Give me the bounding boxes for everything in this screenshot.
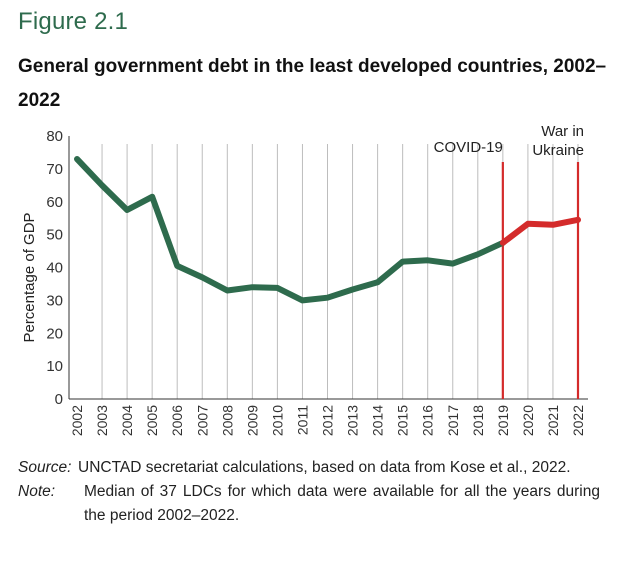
debt-line-post-covid	[499, 216, 581, 246]
x-tick-label-2003: 2003	[94, 405, 110, 436]
note: Note: Median of 37 LDCs for which data w…	[18, 480, 600, 528]
x-tick-label-2004: 2004	[119, 405, 135, 436]
x-tick-label-2014: 2014	[370, 405, 386, 436]
x-tick-label-2010: 2010	[269, 405, 285, 436]
covid-label: COVID-19	[434, 139, 503, 156]
debt-line-pre-covid	[74, 156, 506, 304]
y-axis-label: Percentage of GDP	[21, 212, 38, 342]
x-tick-label-2006: 2006	[169, 405, 185, 436]
x-tick-label-2011: 2011	[294, 405, 310, 435]
y-tick-label-40: 40	[46, 260, 63, 277]
x-tick-label-2009: 2009	[244, 405, 260, 436]
source-text: UNCTAD secretariat calculations, based o…	[78, 459, 571, 476]
x-tick-label-2007: 2007	[194, 405, 210, 436]
y-tick-label-70: 70	[46, 161, 63, 178]
x-tick-label-2019: 2019	[495, 405, 511, 436]
x-tick-label-2017: 2017	[445, 405, 461, 436]
y-tick-label-50: 50	[46, 227, 63, 244]
ukraine-label-line1: War in	[541, 123, 584, 140]
x-tick-label-2005: 2005	[144, 405, 160, 436]
figure-title: General government debt in the least dev…	[18, 56, 607, 111]
source-note: Source: UNCTAD secretariat calculations,…	[18, 456, 600, 480]
y-tick-label-10: 10	[46, 358, 63, 375]
x-tick-label-2008: 2008	[219, 405, 235, 436]
y-tick-label-0: 0	[55, 391, 63, 408]
y-tick-label-20: 20	[46, 325, 63, 342]
x-tick-label-2002: 2002	[69, 405, 85, 436]
y-tick-label-60: 60	[46, 194, 63, 211]
x-tick-label-2018: 2018	[470, 405, 486, 436]
x-tick-label-2020: 2020	[520, 405, 536, 436]
x-tick-label-2013: 2013	[345, 405, 361, 436]
x-tick-label-2015: 2015	[395, 405, 411, 436]
y-tick-label-30: 30	[46, 292, 63, 309]
figure-notes: Source: UNCTAD secretariat calculations,…	[18, 456, 600, 528]
source-label: Source:	[18, 459, 72, 476]
debt-line-chart: 0 10 20 30 40 50 60 70 80 Percentage of GDP 2002 20…	[21, 123, 588, 436]
ukraine-label-line2: Ukraine	[532, 142, 584, 159]
figure-label: Figure 2.1	[18, 8, 129, 35]
x-tick-label-2022: 2022	[570, 405, 586, 436]
x-tick-label-2021: 2021	[545, 405, 561, 436]
note-text: Median of 37 LDCs for which data were av…	[84, 483, 600, 524]
y-tick-label-80: 80	[46, 128, 63, 145]
x-tick-label-2016: 2016	[420, 405, 436, 436]
note-label: Note:	[18, 483, 56, 500]
x-tick-label-2012: 2012	[320, 405, 336, 436]
